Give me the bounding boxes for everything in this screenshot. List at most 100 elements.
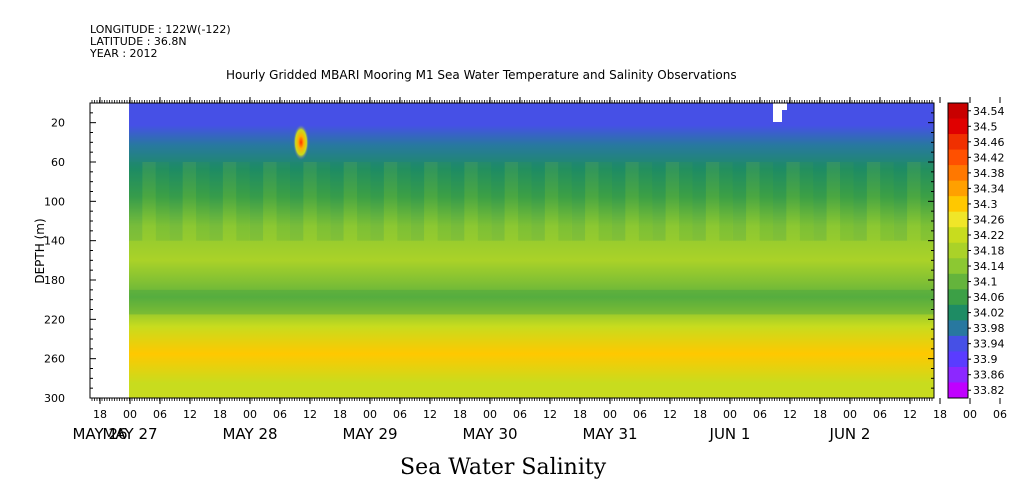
variability-streak xyxy=(786,162,800,241)
variability-streak xyxy=(464,162,478,241)
chart-caption: Sea Water Salinity xyxy=(400,455,607,480)
y-axis: 20 60 100 140 180 220 260 300 xyxy=(44,102,934,405)
y-tick-label: 140 xyxy=(44,235,65,248)
colorbar-swatch xyxy=(948,273,968,290)
variability-streak xyxy=(840,162,854,241)
x-date-label: MAY 28 xyxy=(222,425,277,443)
x-hour-label: 12 xyxy=(183,408,197,421)
variability-streak xyxy=(397,162,411,241)
variability-streak xyxy=(799,162,814,241)
location-metadata: LONGITUDE : 122W(-122) LATITUDE : 36.8N … xyxy=(90,24,231,60)
variability-streak xyxy=(491,162,505,241)
y-axis-label: DEPTH (m) xyxy=(33,218,47,283)
colorbar-label: 34.18 xyxy=(973,245,1005,258)
variability-streak xyxy=(276,162,290,241)
variability-streak xyxy=(343,162,358,241)
variability-streak xyxy=(222,162,237,241)
colorbar-label: 34.02 xyxy=(973,307,1005,320)
colorbar-swatch xyxy=(948,180,968,197)
x-hour-label: 18 xyxy=(933,408,947,421)
variability-streak xyxy=(370,162,384,241)
x-hour-label: 00 xyxy=(243,408,257,421)
x-date-label: MAY 31 xyxy=(582,425,637,443)
colorbar-label: 34.38 xyxy=(973,167,1005,180)
variability-streak xyxy=(129,162,143,241)
colorbar-swatch xyxy=(948,258,968,275)
x-hour-label: 12 xyxy=(423,408,437,421)
x-hour-label: 06 xyxy=(153,408,167,421)
x-hour-label: 12 xyxy=(303,408,317,421)
colorbar-label: 34.5 xyxy=(973,120,998,133)
x-hour-label: 18 xyxy=(213,408,227,421)
y-tick-label: 60 xyxy=(51,156,65,169)
variability-streak xyxy=(679,162,693,241)
variability-streak xyxy=(612,162,626,241)
colorbar-swatch xyxy=(948,103,968,120)
colorbar-swatch xyxy=(948,211,968,228)
variability-streak xyxy=(182,162,197,241)
variability-streak xyxy=(451,162,465,241)
variability-streak xyxy=(477,162,492,241)
y-tick-label: 300 xyxy=(44,392,65,405)
variability-streak xyxy=(585,162,599,241)
colorbar-swatch xyxy=(948,304,968,321)
x-date-label: MAY 27 xyxy=(102,425,157,443)
variability-streak xyxy=(571,162,586,241)
variability-streak xyxy=(410,162,425,241)
variability-streak xyxy=(598,162,612,241)
variability-streak xyxy=(504,162,519,241)
colorbar-label: 33.86 xyxy=(973,369,1005,382)
plot-area xyxy=(89,102,935,399)
variability-streak xyxy=(196,162,210,241)
colorbar-swatch xyxy=(948,134,968,151)
variability-streak xyxy=(424,162,438,241)
x-hour-label: 00 xyxy=(483,408,497,421)
chart-title: Hourly Gridded MBARI Mooring M1 Sea Wate… xyxy=(226,68,737,82)
colorbar-swatch xyxy=(948,382,968,399)
variability-streak xyxy=(705,162,720,241)
colorbar-label: 34.54 xyxy=(973,105,1005,118)
colorbar-label: 34.1 xyxy=(973,276,998,289)
colorbar-swatch xyxy=(948,242,968,259)
variability-streak xyxy=(719,162,733,241)
salinity-field xyxy=(129,103,934,398)
x-date-label: MAY 30 xyxy=(462,425,517,443)
y-tick-label: 20 xyxy=(51,117,65,130)
x-hour-label: 06 xyxy=(993,408,1007,421)
variability-streak xyxy=(544,162,559,241)
y-tick-label: 100 xyxy=(44,195,65,208)
colorbar-label: 33.82 xyxy=(973,384,1005,397)
x-hour-label: 18 xyxy=(813,408,827,421)
variability-streak xyxy=(826,162,841,241)
x-hour-label: 18 xyxy=(453,408,467,421)
colorbar-swatch xyxy=(948,149,968,166)
variability-streak xyxy=(625,162,639,241)
variability-streak xyxy=(249,162,264,241)
x-hour-label: 12 xyxy=(903,408,917,421)
variability-streak xyxy=(330,162,344,241)
variability-streak xyxy=(759,162,773,241)
colorbar-swatch xyxy=(948,165,968,182)
x-hour-label: 00 xyxy=(843,408,857,421)
colorbar-swatch xyxy=(948,118,968,135)
variability-streak xyxy=(920,162,934,241)
variability-streak xyxy=(236,162,250,241)
variability-streak xyxy=(732,162,747,241)
salinity-anomaly xyxy=(293,124,309,161)
colorbar-label: 34.26 xyxy=(973,213,1005,226)
x-hour-label: 12 xyxy=(783,408,797,421)
colorbar-swatch xyxy=(948,196,968,213)
x-hour-label: 06 xyxy=(753,408,767,421)
variability-streak xyxy=(665,162,680,241)
variability-streak xyxy=(383,162,398,241)
colorbar-label: 34.46 xyxy=(973,136,1005,149)
x-axis: 18 00 06 12 18 00 06 12 18 00 06 12 18 00 06 12 18 00 06 12… xyxy=(72,97,1007,443)
colorbar-label: 34.06 xyxy=(973,291,1005,304)
x-hour-label: 00 xyxy=(363,408,377,421)
variability-streak xyxy=(813,162,827,241)
x-hour-label: 18 xyxy=(93,408,107,421)
colorbar-label: 33.9 xyxy=(973,353,998,366)
year-label: YEAR : 2012 xyxy=(90,47,158,60)
colorbar-label: 34.42 xyxy=(973,151,1005,164)
